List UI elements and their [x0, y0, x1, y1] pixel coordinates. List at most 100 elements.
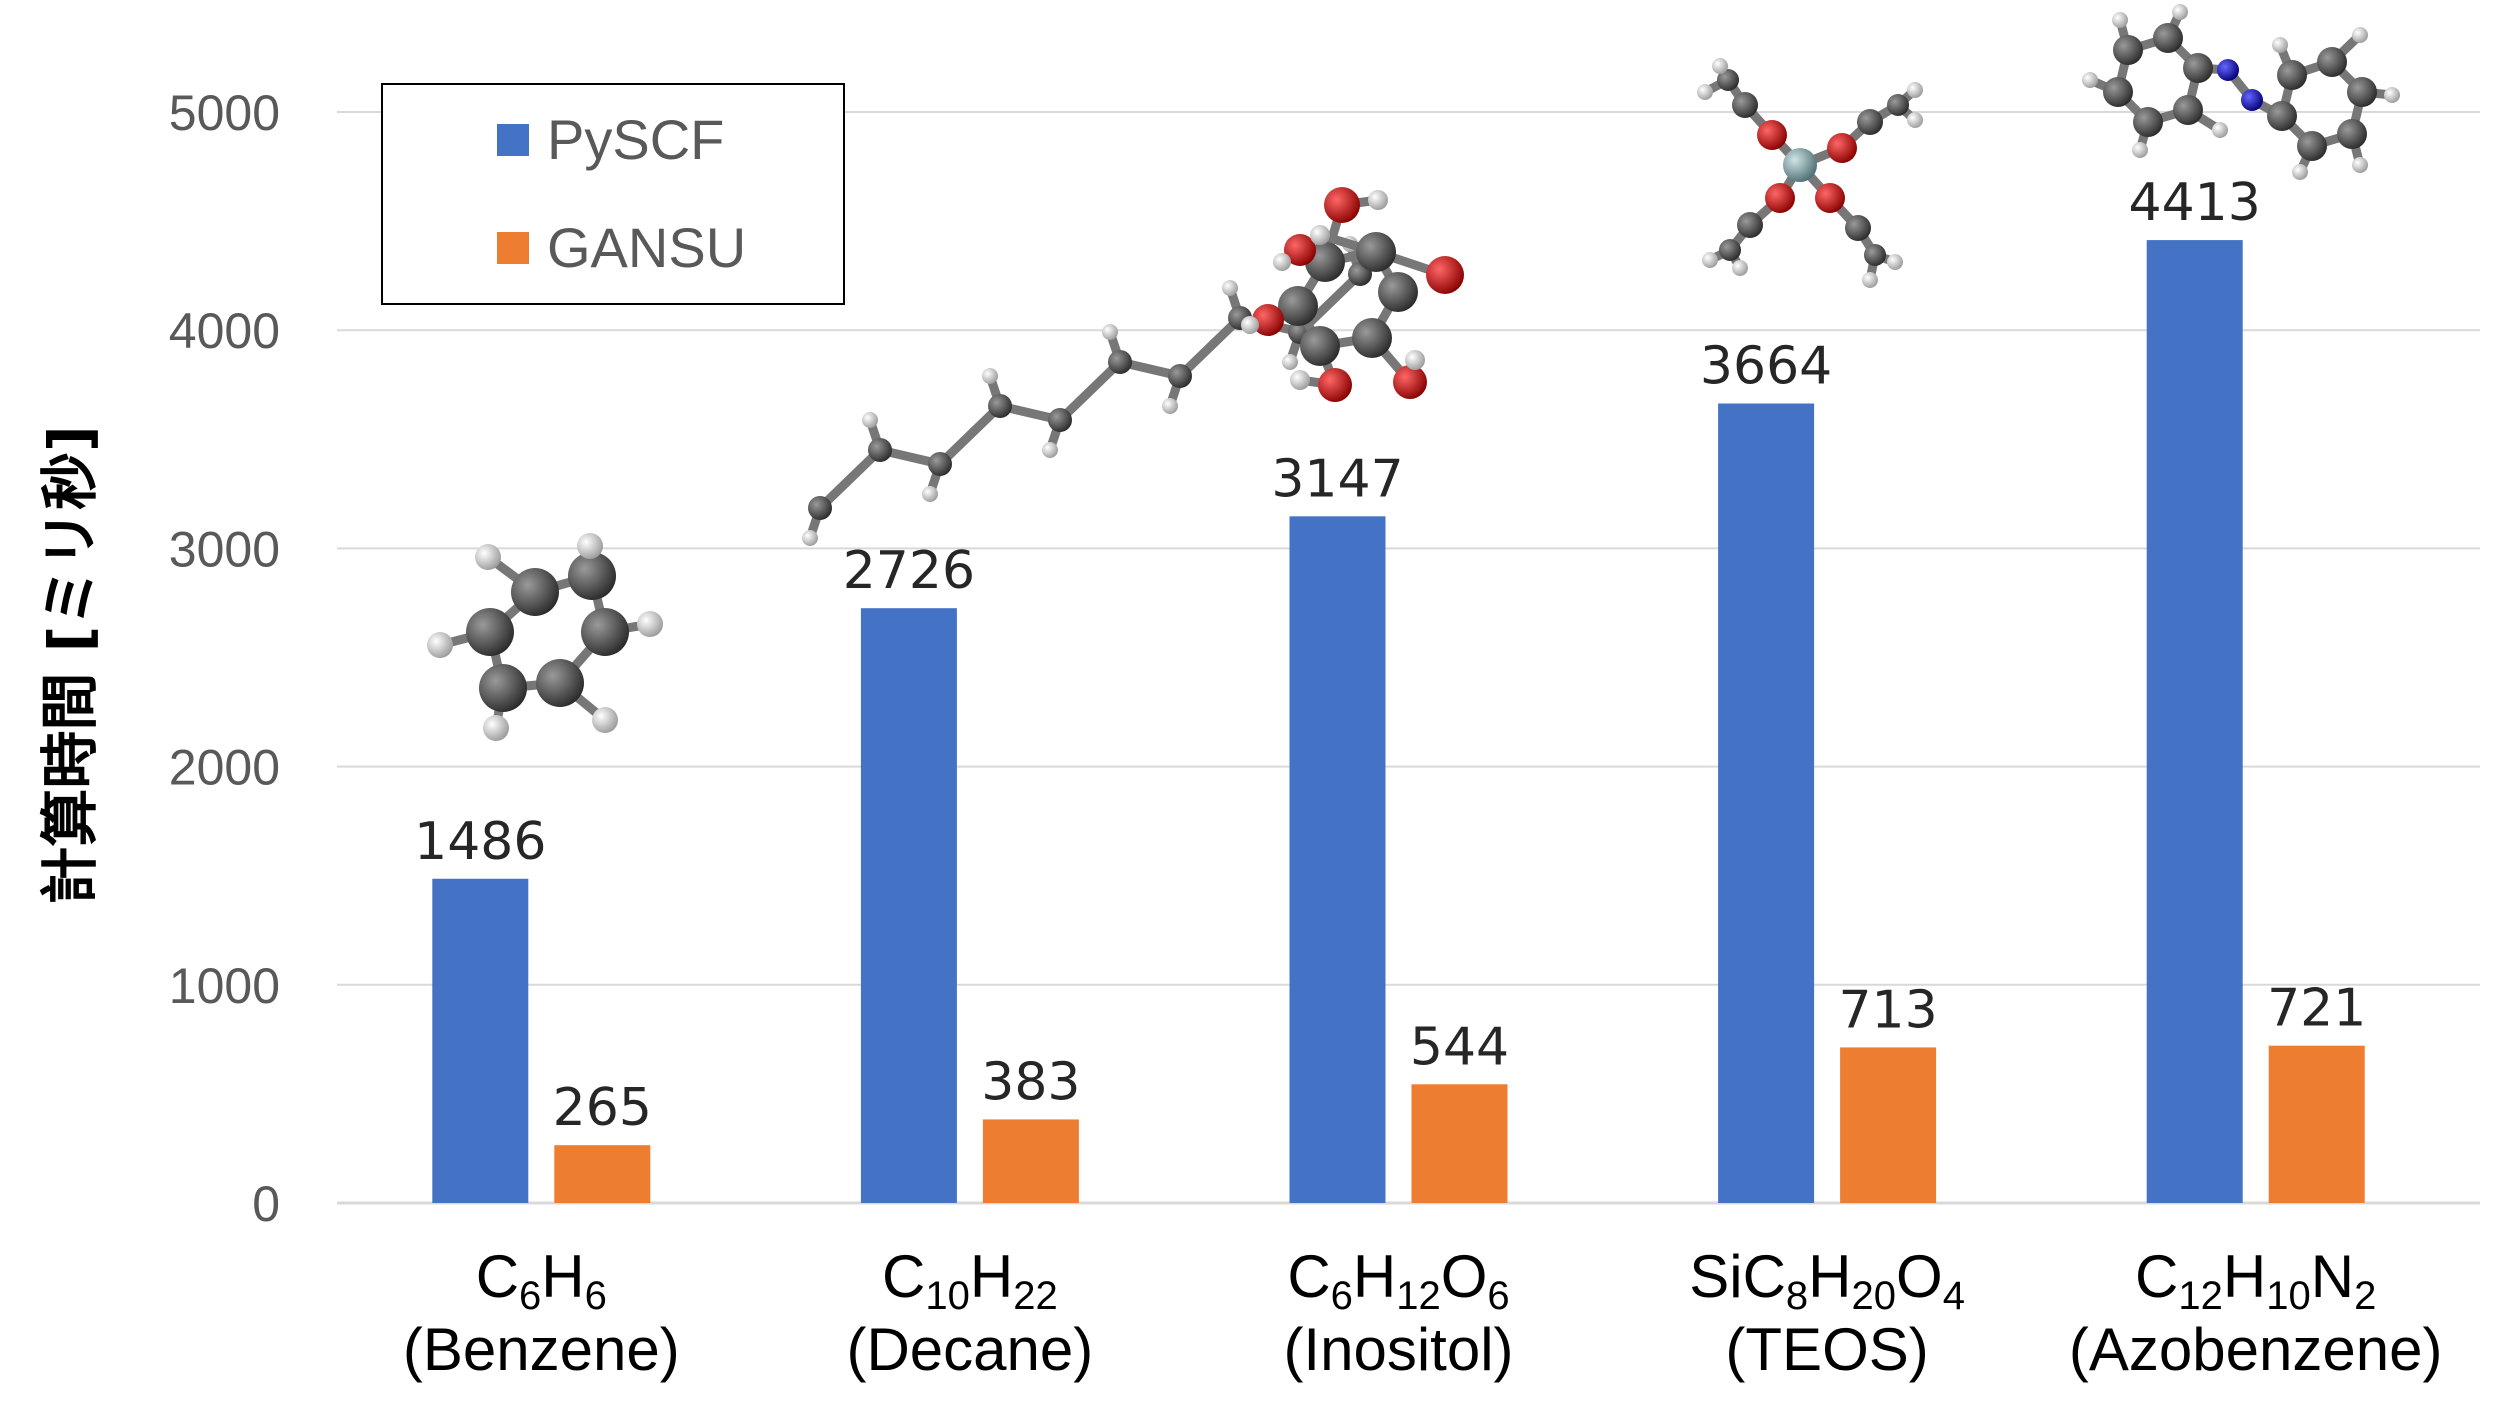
- atom: [1278, 286, 1318, 326]
- bond: [815, 445, 885, 513]
- atom: [1732, 92, 1758, 118]
- atom: [1757, 120, 1787, 150]
- formula-part: O: [1896, 1243, 1943, 1310]
- bars: [432, 240, 2365, 1204]
- atom: [2297, 131, 2327, 161]
- category-name: (Azobenzene): [2069, 1316, 2443, 1383]
- atom: [1845, 215, 1871, 241]
- value-label: 265: [553, 1078, 652, 1138]
- atom: [511, 568, 559, 616]
- atom: [2113, 35, 2143, 65]
- atom: [1318, 368, 1352, 402]
- value-label: 4413: [2129, 173, 2261, 233]
- y-tick-label: 3000: [169, 521, 280, 577]
- value-label: 383: [981, 1052, 1080, 1112]
- atom: [2347, 77, 2377, 107]
- legend: PySCF GANSU: [381, 83, 845, 305]
- formula-part: 12: [1396, 1274, 1441, 1318]
- atom: [637, 611, 663, 637]
- atom: [1393, 365, 1427, 399]
- atom: [1887, 254, 1903, 270]
- teos-molecule: [1697, 58, 1923, 288]
- atom: [1290, 370, 1310, 390]
- formula-part: H: [541, 1243, 584, 1310]
- atom: [1783, 148, 1817, 182]
- atom: [1737, 212, 1763, 238]
- atom: [1765, 183, 1795, 213]
- atom: [1719, 239, 1741, 261]
- atom: [466, 608, 514, 656]
- atom: [1273, 253, 1291, 271]
- atom: [2103, 77, 2133, 107]
- atom: [1168, 364, 1192, 388]
- formula-part: H: [970, 1243, 1013, 1310]
- atom: [1378, 272, 1418, 312]
- atom: [1887, 94, 1909, 116]
- formula-part: 12: [2178, 1274, 2223, 1318]
- formula-part: H: [1353, 1243, 1396, 1310]
- y-tick-label: 5000: [169, 85, 280, 141]
- value-label: 2726: [843, 541, 975, 601]
- atom: [1368, 190, 1388, 210]
- category-formula: C6H12O6: [1287, 1243, 1509, 1318]
- category-labels: C6H6(Benzene)C10H22(Decane)C6H12O6(Inosi…: [403, 1243, 2443, 1383]
- atom: [2317, 47, 2347, 77]
- category-formula: C6H6: [476, 1243, 607, 1318]
- atom: [2352, 27, 2368, 43]
- atom: [592, 707, 618, 733]
- atom: [2384, 87, 2400, 103]
- value-label: 721: [2267, 979, 2366, 1039]
- y-axis-label: 計算時間 [ミリ秒]: [36, 425, 104, 904]
- value-labels: 1486 265 2726 383 3147 544 3664 713 4413 721: [414, 173, 2366, 1138]
- atom: [1717, 69, 1739, 91]
- atom: [568, 552, 616, 600]
- atom: [2217, 59, 2239, 81]
- inositol-molecule: [1241, 187, 1464, 402]
- bond: [1175, 313, 1245, 381]
- atom: [2132, 142, 2148, 158]
- bar-gansu-0: [554, 1145, 651, 1203]
- azobenzene-molecule: [2082, 4, 2400, 180]
- formula-part: 10: [2266, 1274, 2311, 1318]
- bond: [1055, 357, 1125, 425]
- formula-part: H: [2223, 1243, 2266, 1310]
- atom: [1108, 350, 1132, 374]
- atom: [1857, 109, 1883, 135]
- atom: [1732, 260, 1748, 276]
- formula-part: SiC: [1689, 1243, 1786, 1310]
- formula-part: C: [2135, 1243, 2178, 1310]
- atom: [479, 664, 527, 712]
- atom: [808, 496, 832, 520]
- atom: [2153, 23, 2183, 53]
- atom: [2133, 107, 2163, 137]
- atom: [1907, 112, 1923, 128]
- bar-pyscf-4: [2146, 240, 2243, 1204]
- bar-gansu-2: [1411, 1084, 1508, 1203]
- atom: [1310, 225, 1330, 245]
- atom: [536, 659, 584, 707]
- atom: [862, 412, 878, 428]
- atom: [2292, 164, 2308, 180]
- bar-pyscf-1: [860, 608, 957, 1203]
- category-formula: C12H10N2: [2135, 1243, 2376, 1318]
- decane-molecule: [802, 236, 1372, 546]
- category-name: (Benzene): [403, 1316, 680, 1383]
- atom: [2212, 122, 2228, 138]
- value-label: 1486: [414, 812, 546, 872]
- bar-pyscf-3: [1718, 403, 1815, 1203]
- formula-part: 4: [1943, 1274, 1965, 1318]
- atom: [2267, 101, 2297, 131]
- atom: [2173, 95, 2203, 125]
- formula-part: 22: [1013, 1274, 1058, 1318]
- bar-pyscf-0: [432, 878, 529, 1203]
- y-tick-labels: 0 1000 2000 3000 4000 5000: [169, 85, 280, 1232]
- atom: [868, 438, 892, 462]
- atom: [1241, 316, 1259, 334]
- atom: [1815, 183, 1845, 213]
- atom: [1282, 354, 1298, 370]
- atom: [1426, 256, 1464, 294]
- atom: [2241, 89, 2263, 111]
- legend-label-pyscf: PySCF: [547, 108, 724, 171]
- legend-label-gansu: GANSU: [547, 216, 746, 279]
